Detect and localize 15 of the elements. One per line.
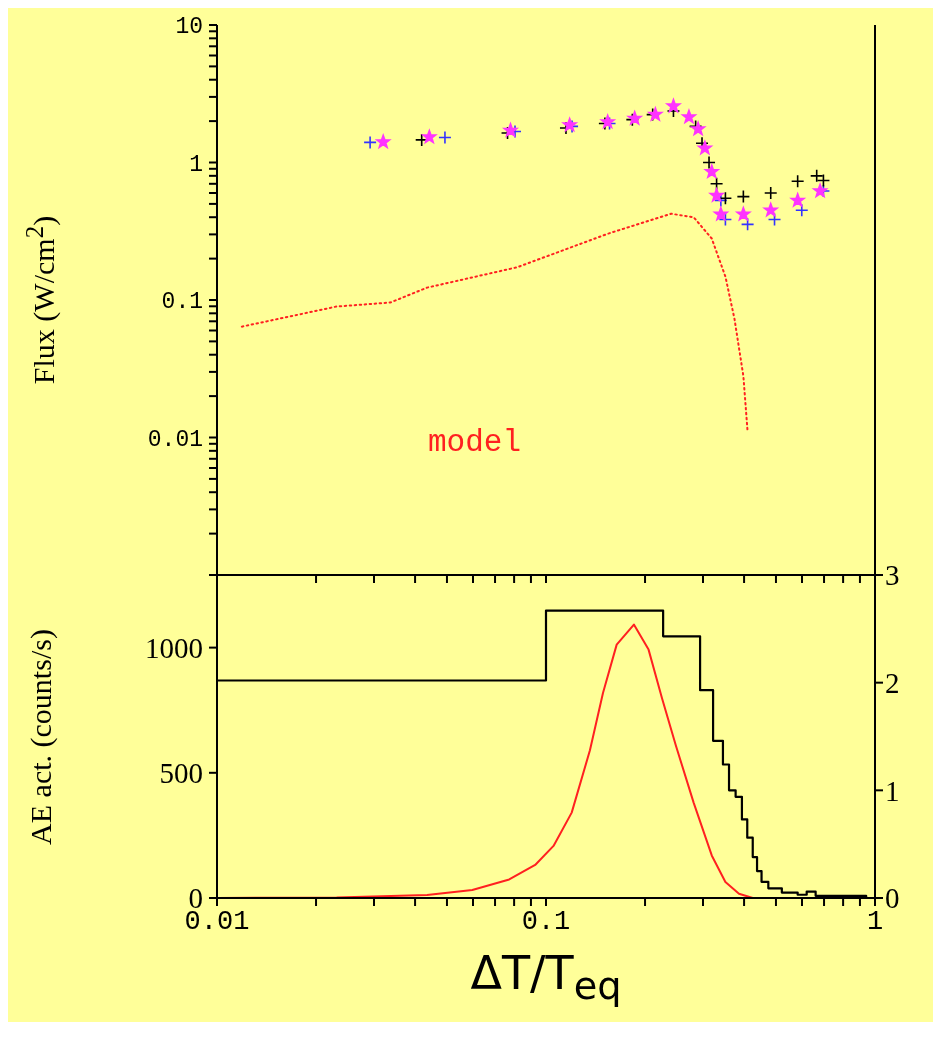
y-axis-title: AE act. (counts/s) [24,628,58,845]
x-tick-label: 1 [866,907,884,938]
y-tick-label: 0.01 [147,426,203,453]
y-tick-label: 1 [189,151,203,178]
y-tick-label: 1000 [145,631,203,664]
x-axis-title: ΔT/T$_{eq}$ [469,946,623,1009]
y2-tick-label: 1 [885,774,900,807]
y-tick-label: 0.1 [161,289,203,316]
y2-tick-label: 2 [885,666,900,699]
x-tick-label: 0.1 [521,907,571,938]
y2-tick-label: 3 [885,559,900,592]
annotation: model [428,425,522,460]
y-tick-label: 10 [175,14,203,41]
y-tick-label: 500 [159,757,203,790]
y2-tick-label: 0 [885,882,900,915]
